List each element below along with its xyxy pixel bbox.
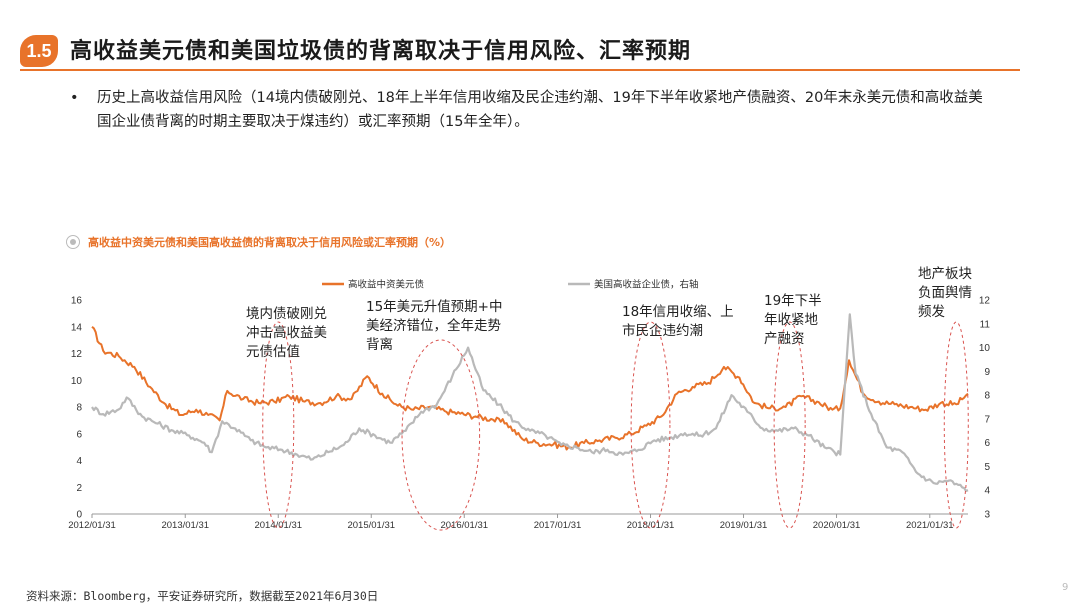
y-right-tick-label: 7 xyxy=(984,414,990,425)
annotation-text: 产融资 xyxy=(764,331,805,347)
x-tick-label: 2015/01/31 xyxy=(347,520,395,531)
page-number: 9 xyxy=(1062,582,1069,593)
y-left-tick-label: 14 xyxy=(71,322,83,333)
x-tick-label: 2020/01/31 xyxy=(813,520,861,531)
annotation-text: 美经济错位，全年走势 xyxy=(366,317,501,334)
y-left-tick-label: 8 xyxy=(76,403,82,414)
y-right-tick-label: 3 xyxy=(984,510,990,521)
y-right-tick-label: 6 xyxy=(984,438,990,449)
legend-label: 高收益中资美元债 xyxy=(348,279,425,291)
x-tick-label: 2014/01/31 xyxy=(254,520,302,531)
radio-icon xyxy=(66,235,80,249)
y-right-tick-label: 5 xyxy=(984,462,990,473)
y-right-tick-label: 12 xyxy=(979,296,991,307)
annotation-text: 15年美元升值预期+中 xyxy=(366,299,503,315)
source-note: 资料来源：Bloomberg，平安证券研究所，数据截至2021年6月30日 xyxy=(26,589,379,603)
y-left-tick-label: 12 xyxy=(71,349,83,360)
annotation-ellipse xyxy=(262,321,295,529)
y-right-tick-label: 10 xyxy=(979,343,991,354)
y-right-tick-label: 9 xyxy=(984,367,990,378)
y-right-tick-label: 11 xyxy=(980,319,991,330)
annotation-text: 19年下半 xyxy=(764,293,822,309)
legend-label: 美国高收益企业债，右轴 xyxy=(594,279,699,291)
series-line-cn-hy xyxy=(91,326,969,451)
y-left-tick-label: 10 xyxy=(71,376,83,387)
y-left-tick-label: 2 xyxy=(76,483,82,494)
annotation-text: 地产板块 xyxy=(918,266,972,282)
bullet-text: 历史上高收益信用风险（14境内债破刚兑、18年上半年信用收缩及民企违约潮、19年… xyxy=(97,90,983,130)
x-tick-label: 2013/01/31 xyxy=(161,520,209,531)
annotation-text: 境内债破刚兑 xyxy=(246,306,327,322)
y-right-tick-label: 8 xyxy=(984,391,990,402)
y-left-tick-label: 16 xyxy=(71,296,83,307)
series-line-us-hy xyxy=(91,313,969,493)
annotation-text: 市民企违约潮 xyxy=(622,322,703,339)
annotation-text: 年收紧地 xyxy=(764,312,818,328)
annotation-text: 18年信用收缩、上 xyxy=(622,304,734,320)
x-tick-label: 2012/01/31 xyxy=(68,520,116,531)
annotation-text: 元债估值 xyxy=(246,344,300,360)
title-divider xyxy=(20,69,1020,71)
annotation-ellipse xyxy=(401,339,481,531)
annotation-ellipse xyxy=(630,321,671,529)
section-badge: 1.5 xyxy=(20,35,58,67)
x-tick-label: 2017/01/31 xyxy=(534,520,582,531)
annotation-text: 频发 xyxy=(918,304,946,320)
x-tick-label: 2016/01/31 xyxy=(440,520,488,531)
x-tick-label: 2021/01/31 xyxy=(906,520,954,531)
summary-bullet: • 历史上高收益信用风险（14境内债破刚兑、18年上半年信用收缩及民企违约潮、1… xyxy=(70,86,990,134)
chart-title-row: 高收益中资美元债和美国高收益债的背离取决于信用风险或汇率预期（%） xyxy=(66,234,451,250)
annotation-text: 负面舆情 xyxy=(918,285,972,301)
page-title: 高收益美元债和美国垃圾债的背离取决于信用风险、汇率预期 xyxy=(70,39,692,64)
annotation-ellipse xyxy=(773,321,806,529)
annotation-text: 冲击高收益美 xyxy=(246,324,327,341)
y-left-tick-label: 0 xyxy=(76,510,82,521)
x-tick-label: 2019/01/31 xyxy=(720,520,768,531)
x-tick-label: 2018/01/31 xyxy=(627,520,675,531)
chart-title: 高收益中资美元债和美国高收益债的背离取决于信用风险或汇率预期（%） xyxy=(88,236,452,249)
annotation-ellipse xyxy=(943,321,969,529)
bullet-marker: • xyxy=(70,90,79,106)
y-left-tick-label: 6 xyxy=(76,429,82,440)
annotation-text: 背离 xyxy=(366,336,393,353)
y-left-tick-label: 4 xyxy=(76,456,82,467)
y-right-tick-label: 4 xyxy=(984,486,990,497)
